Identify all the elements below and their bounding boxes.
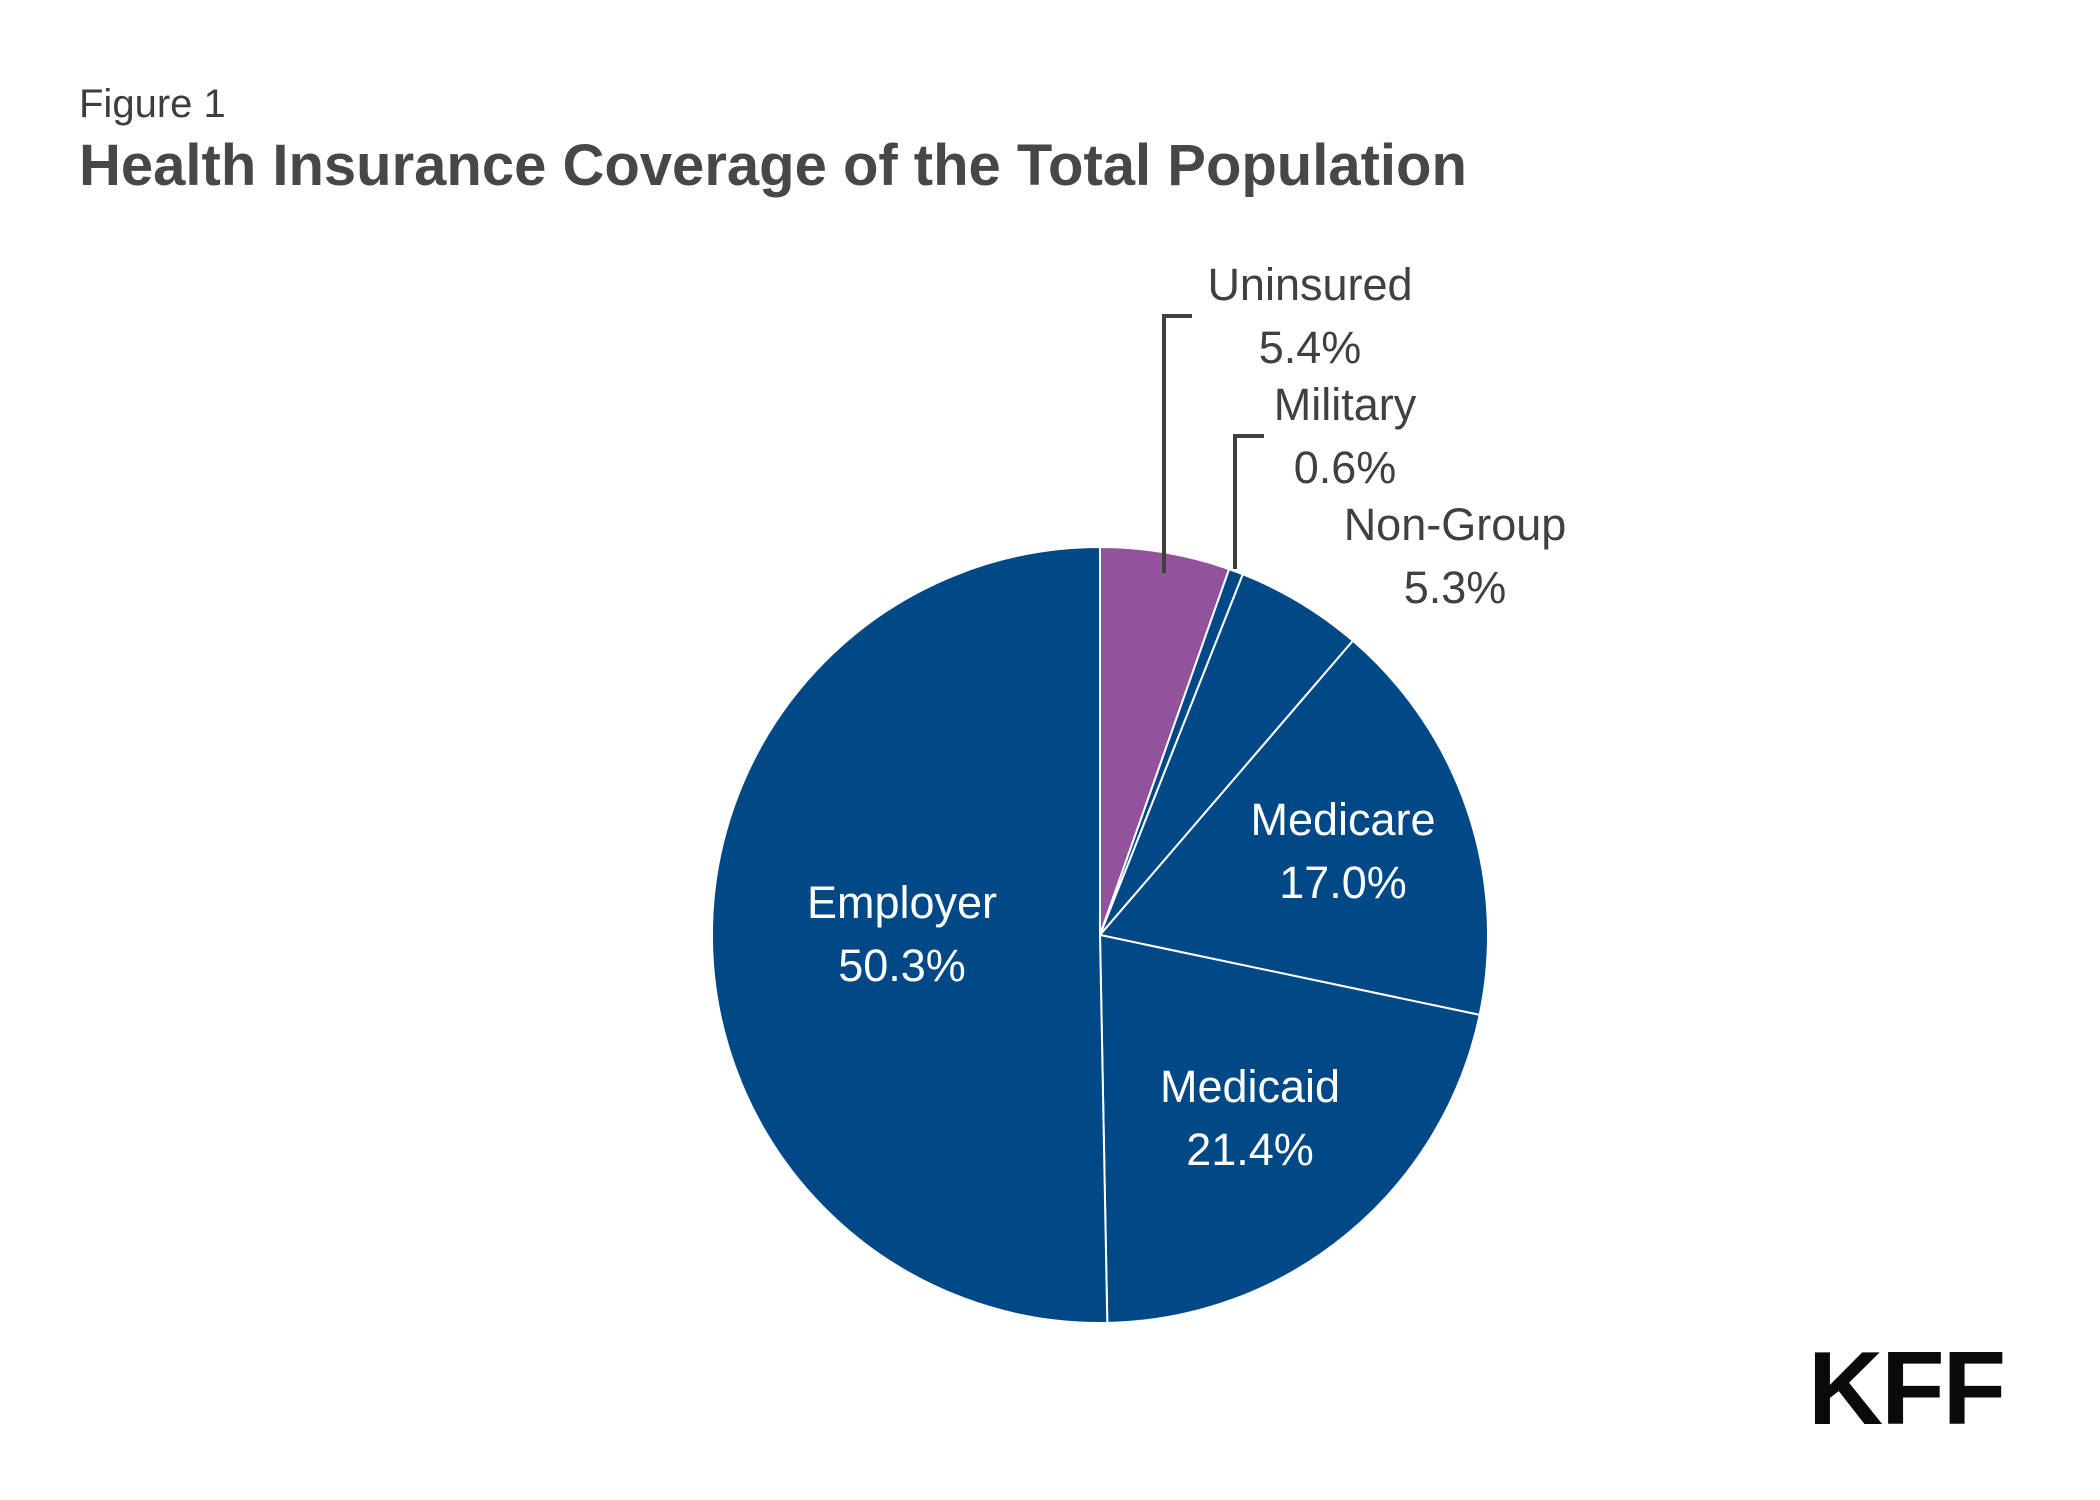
slice-value-medicare: 17.0% [1279,857,1407,908]
slice-labels: Uninsured 5.4% Military 0.6% Non-Group 5.3% Me… [807,259,1566,1175]
slice-label-military: Military [1274,379,1417,430]
slice-value-non-group: 5.3% [1404,562,1507,613]
pie-slice-medicaid [1099,934,1481,1324]
slice-value-uninsured: 5.4% [1259,322,1362,373]
slice-value-employer: 50.3% [838,940,966,991]
pie-slice-employer [710,546,1109,1324]
slice-label-uninsured: Uninsured [1207,259,1412,310]
figure-label: Figure 1 [79,82,226,126]
leader-line-uninsured [1162,314,1192,573]
slice-label-medicare: Medicare [1250,794,1435,845]
leader-line-military [1233,434,1264,569]
leader-lines [1162,314,1264,573]
kff-logo: KFF [1808,1331,2006,1447]
slice-label-non-group: Non-Group [1344,499,1567,550]
pie-slice-medicare [1099,639,1489,1016]
slice-value-medicaid: 21.4% [1186,1124,1314,1175]
pie-slices [710,546,1489,1324]
slice-label-employer: Employer [807,877,997,928]
slice-value-military: 0.6% [1294,442,1397,493]
slice-label-medicaid: Medicaid [1160,1061,1340,1112]
chart-title: Health Insurance Coverage of the Total P… [79,133,1467,198]
